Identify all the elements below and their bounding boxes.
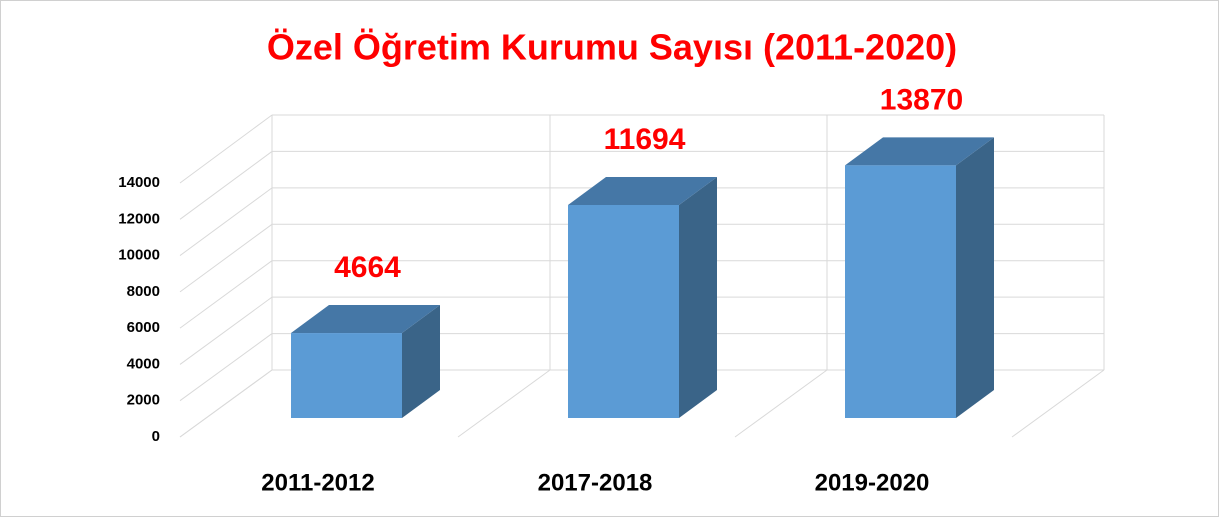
bar-top bbox=[291, 305, 440, 334]
y-tick-label: 6000 bbox=[127, 319, 160, 336]
x-tick-label: 2019-2020 bbox=[815, 469, 930, 496]
y-tick-label: 2000 bbox=[127, 392, 160, 409]
bar bbox=[568, 205, 679, 418]
side-grid-line bbox=[179, 369, 273, 438]
side-grid-line bbox=[179, 333, 273, 402]
y-tick-label: 12000 bbox=[118, 210, 160, 227]
x-tick-label: 2017-2018 bbox=[538, 469, 653, 496]
y-tick-label: 4000 bbox=[127, 355, 160, 372]
data-label: 11694 bbox=[604, 123, 686, 156]
bar bbox=[845, 165, 956, 418]
bar-top bbox=[568, 177, 717, 206]
side-grid-line bbox=[179, 260, 273, 329]
data-label: 13870 bbox=[880, 83, 963, 116]
chart-title: Özel Öğretim Kurumu Sayısı (2011-2020) bbox=[267, 27, 957, 68]
y-tick-label: 14000 bbox=[118, 174, 160, 191]
bar bbox=[291, 333, 402, 418]
side-grid-line bbox=[179, 187, 273, 256]
x-tick-label: 2011-2012 bbox=[261, 469, 374, 496]
side-grid-line bbox=[179, 296, 273, 365]
y-tick-label: 8000 bbox=[127, 283, 160, 300]
y-tick-label: 10000 bbox=[118, 247, 160, 264]
data-label: 4664 bbox=[334, 251, 401, 284]
bar-side bbox=[956, 137, 994, 418]
side-grid-line bbox=[179, 114, 273, 184]
side-grid-line bbox=[179, 223, 273, 293]
y-tick-label: 0 bbox=[152, 428, 160, 445]
side-grid-line bbox=[179, 151, 273, 220]
bar-top bbox=[845, 137, 994, 166]
bar-side bbox=[402, 305, 440, 418]
bar-side bbox=[679, 177, 717, 418]
